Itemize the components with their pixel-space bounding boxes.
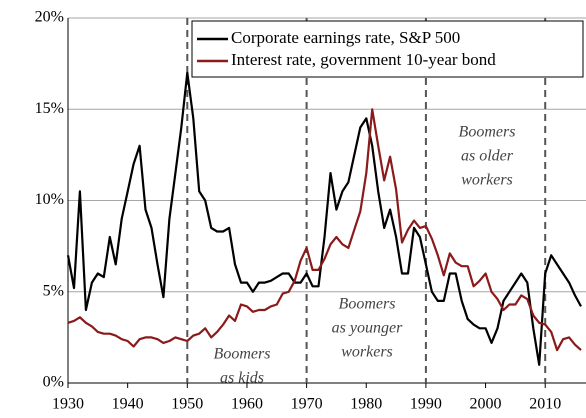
y-tick-label: 15% xyxy=(35,100,64,117)
x-tick-label: 2010 xyxy=(529,396,561,413)
annotation: Boomers xyxy=(459,124,516,141)
y-tick-label: 0% xyxy=(43,374,64,391)
annotation: workers xyxy=(461,172,513,189)
x-tick-label: 1930 xyxy=(52,396,84,413)
legend-label: Corporate earnings rate, S&P 500 xyxy=(231,28,460,47)
annotation: workers xyxy=(341,344,393,361)
x-tick-label: 1970 xyxy=(291,396,323,413)
y-tick-label: 20% xyxy=(35,9,64,26)
x-tick-label: 1990 xyxy=(410,396,442,413)
legend-box xyxy=(191,20,584,78)
x-tick-label: 1940 xyxy=(112,396,144,413)
x-tick-label: 1960 xyxy=(231,396,263,413)
legend-label: Interest rate, government 10-year bond xyxy=(231,50,496,69)
annotation: Boomers xyxy=(214,346,271,363)
annotation: as kids xyxy=(220,370,264,387)
annotation: as older xyxy=(461,148,514,165)
x-tick-label: 2000 xyxy=(470,396,502,413)
x-tick-label: 1950 xyxy=(171,396,203,413)
series-line xyxy=(67,108,582,352)
y-tick-label: 10% xyxy=(35,191,64,208)
annotation: as younger xyxy=(332,320,403,337)
y-tick-label: 5% xyxy=(43,282,64,299)
x-tick-label: 1980 xyxy=(350,396,382,413)
series-line xyxy=(66,71,582,366)
annotation: Boomers xyxy=(339,296,396,313)
